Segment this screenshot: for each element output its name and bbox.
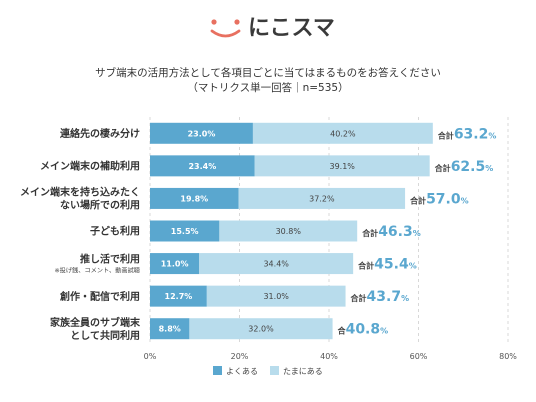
total-label: 合計63.2% bbox=[437, 126, 497, 142]
data-label-sometimes: 32.0% bbox=[248, 325, 274, 334]
total-label: 合計43.7% bbox=[350, 289, 410, 305]
data-label-often: 23.4% bbox=[188, 162, 216, 171]
bar-segment-often bbox=[150, 220, 220, 242]
total-unit: % bbox=[380, 327, 388, 336]
bar-segment-often bbox=[150, 285, 207, 307]
category-label: メイン端末を持ち込みたく bbox=[20, 186, 140, 199]
category-label: メイン端末の補助利用 bbox=[40, 159, 140, 172]
total-value: 43.7 bbox=[367, 289, 402, 305]
category-label: 連絡先の棲み分け bbox=[60, 127, 140, 140]
data-label-often: 11.0% bbox=[161, 260, 189, 269]
total-prefix: 合計 bbox=[437, 130, 454, 140]
total-value: 62.5 bbox=[451, 159, 486, 175]
bar-segment-sometimes bbox=[252, 122, 433, 144]
total-label: 合40.8% bbox=[337, 322, 389, 338]
data-label-sometimes: 34.4% bbox=[263, 260, 289, 269]
total-value: 57.0 bbox=[426, 191, 461, 207]
total-prefix: 合計 bbox=[361, 228, 378, 238]
smile-face-icon bbox=[210, 19, 241, 38]
data-label-often: 8.8% bbox=[159, 325, 181, 334]
total-label: 合計46.3% bbox=[361, 224, 421, 240]
category-label: 推し活で利用 bbox=[80, 252, 140, 265]
data-label-sometimes: 40.2% bbox=[330, 129, 356, 138]
legend-label-often: よくある bbox=[226, 367, 258, 376]
bar-segment-sometimes bbox=[219, 220, 358, 242]
bar-segment-often bbox=[150, 318, 190, 340]
total-label: 合計62.5% bbox=[434, 159, 494, 175]
chart-subtitle: （マトリクス単一回答｜n=535） bbox=[187, 82, 349, 94]
data-label-sometimes: 31.0% bbox=[263, 292, 289, 301]
data-label-often: 15.5% bbox=[171, 227, 199, 236]
legend-swatch-often bbox=[213, 366, 222, 375]
data-label-sometimes: 39.1% bbox=[329, 162, 355, 171]
bar-segment-sometimes bbox=[199, 253, 354, 275]
x-tick-label: 40% bbox=[320, 352, 338, 361]
data-label-sometimes: 30.8% bbox=[276, 227, 302, 236]
chart-title: サブ端末の活用方法として各項目ごとに当てはまるものをお答えください bbox=[95, 67, 441, 79]
category-sublabel: ※投げ銭、コメント、動画試聴 bbox=[55, 266, 141, 274]
x-tick-label: 60% bbox=[410, 352, 428, 361]
data-label-often: 12.7% bbox=[165, 292, 193, 301]
legend-label-sometimes: たまにある bbox=[283, 367, 323, 376]
total-unit: % bbox=[401, 294, 409, 303]
total-unit: % bbox=[485, 164, 493, 173]
total-prefix: 合 bbox=[337, 326, 347, 336]
logo: にこスマ bbox=[210, 16, 335, 41]
category-label: ない場所での利用 bbox=[60, 199, 140, 212]
x-tick-label: 80% bbox=[499, 352, 517, 361]
total-unit: % bbox=[413, 229, 421, 238]
total-prefix: 合計 bbox=[409, 195, 426, 205]
category-label: 創作・配信で利用 bbox=[59, 290, 140, 303]
legend-swatch-sometimes bbox=[270, 366, 279, 375]
bar-segment-sometimes bbox=[254, 155, 430, 177]
total-value: 40.8 bbox=[346, 322, 381, 338]
total-unit: % bbox=[461, 196, 469, 205]
data-label-often: 23.0% bbox=[188, 129, 216, 138]
category-label: として共同利用 bbox=[70, 329, 140, 342]
x-tick-label: 0% bbox=[144, 352, 157, 361]
category-label: 家族全員のサブ端末 bbox=[50, 316, 141, 329]
logo-text: にこスマ bbox=[248, 16, 335, 41]
bar-segment-sometimes bbox=[238, 187, 406, 209]
total-value: 63.2 bbox=[454, 126, 489, 142]
total-prefix: 合計 bbox=[357, 261, 374, 271]
total-unit: % bbox=[488, 131, 496, 140]
bar-segment-sometimes bbox=[206, 285, 346, 307]
data-label-sometimes: 37.2% bbox=[309, 194, 335, 203]
total-prefix: 合計 bbox=[434, 163, 451, 173]
x-tick-label: 20% bbox=[231, 352, 249, 361]
bar-segment-often bbox=[150, 187, 239, 209]
total-unit: % bbox=[409, 262, 417, 271]
bar-segment-often bbox=[150, 155, 255, 177]
bar-segment-often bbox=[150, 122, 253, 144]
total-label: 合計45.4% bbox=[357, 257, 417, 273]
bar-segment-often bbox=[150, 253, 200, 275]
total-label: 合計57.0% bbox=[409, 191, 469, 207]
total-prefix: 合計 bbox=[350, 293, 367, 303]
category-label: 子ども利用 bbox=[90, 225, 140, 238]
total-value: 45.4 bbox=[374, 257, 409, 273]
bar-segment-sometimes bbox=[189, 318, 333, 340]
total-value: 46.3 bbox=[378, 224, 413, 240]
data-label-often: 19.8% bbox=[180, 194, 208, 203]
